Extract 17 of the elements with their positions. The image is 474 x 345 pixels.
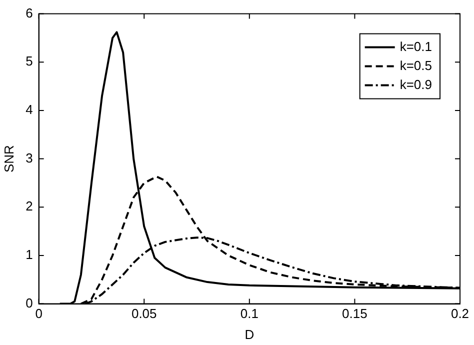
y-axis-title: SNR (1, 145, 16, 173)
legend-label: k=0.5 (400, 58, 432, 73)
legend-label: k=0.9 (400, 76, 432, 92)
y-tick-label: 0 (26, 295, 33, 310)
y-tick-label: 6 (26, 5, 33, 20)
x-tick-label: 0.15 (342, 306, 368, 322)
x-tick-label: 0.2 (450, 306, 470, 322)
x-tick-label: 0.1 (240, 306, 258, 322)
x-axis-title: D (244, 326, 254, 342)
y-tick-label: 3 (26, 150, 33, 166)
y-tick-label: 2 (26, 198, 33, 214)
legend-label: k=0.1 (400, 38, 432, 54)
x-tick-label: 0.05 (131, 306, 157, 322)
y-tick-label: 4 (26, 102, 33, 118)
y-tick-label: 1 (26, 247, 33, 262)
y-tick-label: 5 (26, 54, 33, 69)
x-tick-label: 0 (35, 306, 42, 322)
